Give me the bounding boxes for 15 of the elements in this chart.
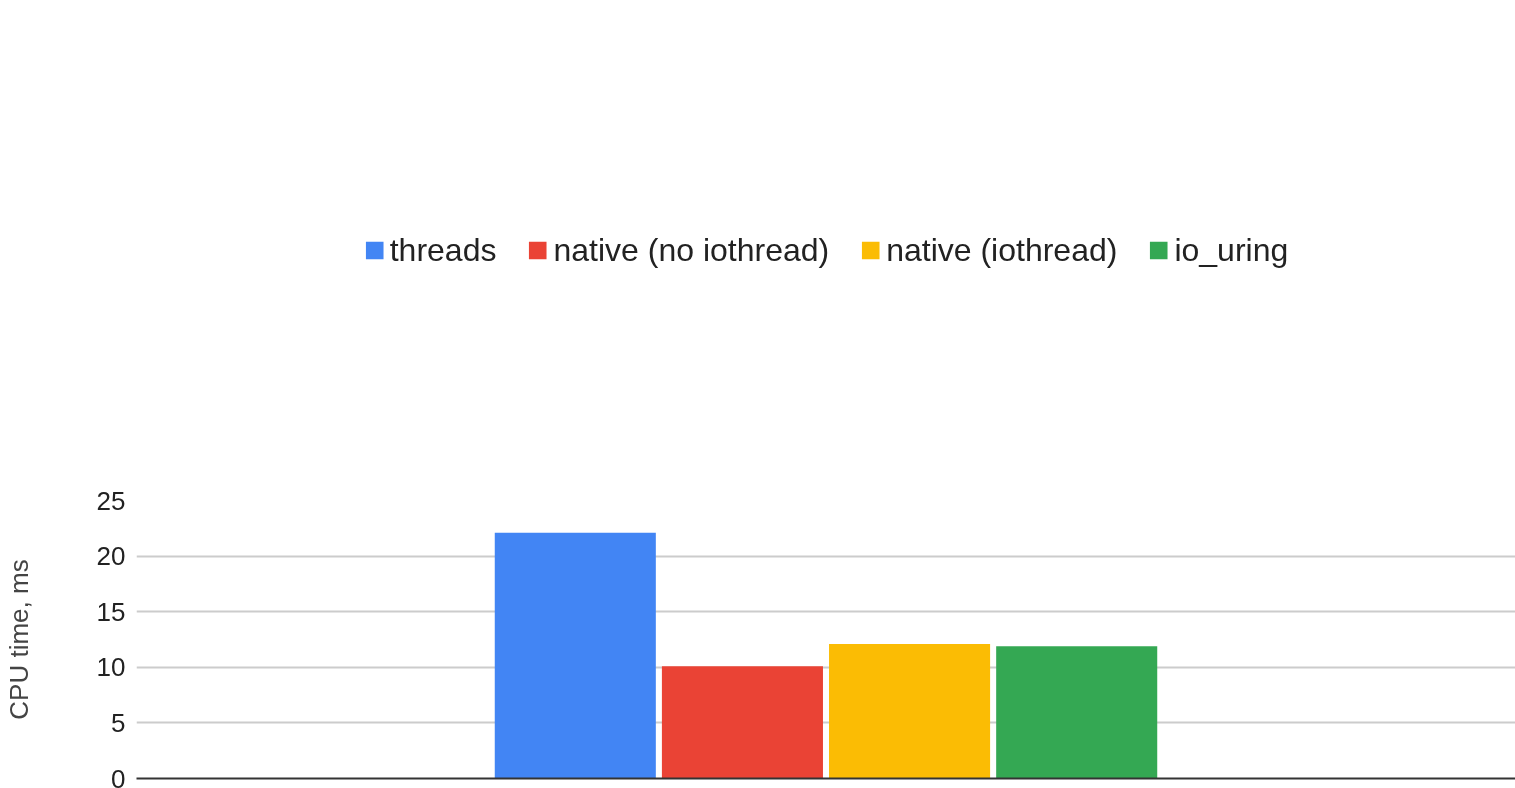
- legend-label: native (no iothread): [553, 231, 830, 269]
- legend-label: io_uring: [1174, 231, 1289, 269]
- y-tick-label: 0: [111, 763, 126, 788]
- bar: [661, 666, 823, 779]
- y-tick-label: 5: [111, 707, 126, 738]
- bar: [829, 643, 991, 779]
- y-tick-label: 15: [96, 596, 126, 627]
- y-axis-title: CPU time, ms: [3, 559, 34, 720]
- bar: [996, 646, 1158, 779]
- y-tick-label: 20: [96, 541, 126, 572]
- bar: [494, 532, 656, 779]
- legend-label: native (iothread): [886, 231, 1118, 269]
- y-tick-label: 10: [96, 652, 126, 683]
- legend-label: threads: [389, 231, 497, 269]
- y-tick-label: 25: [96, 485, 126, 516]
